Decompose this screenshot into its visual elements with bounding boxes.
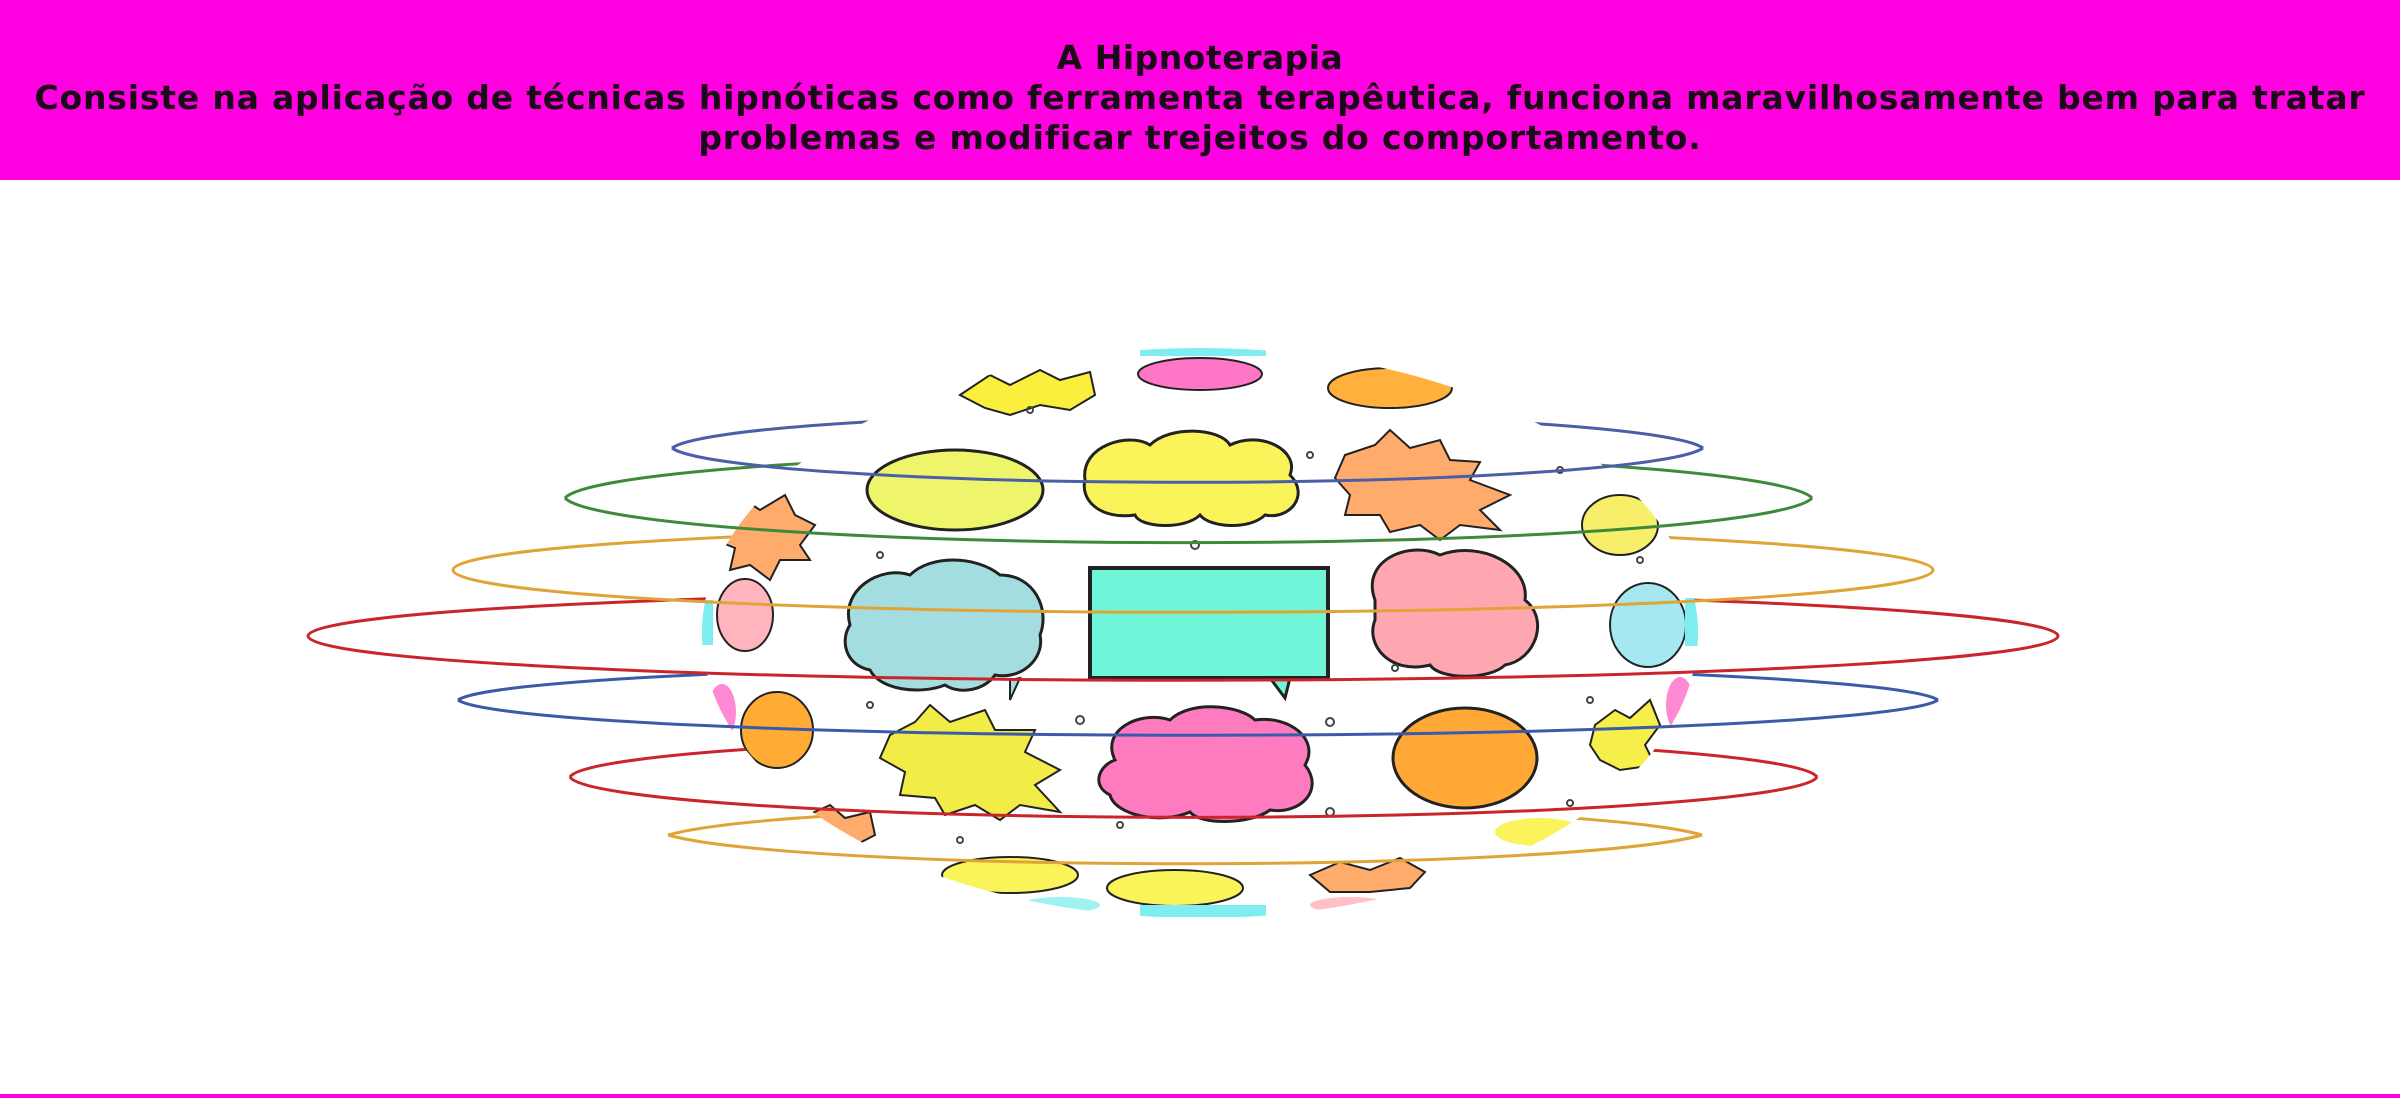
page-title: A Hipnoterapia — [1056, 38, 1344, 77]
sphere — [702, 348, 1698, 918]
header-banner: A Hipnoterapia Consiste na aplicação de … — [0, 0, 2400, 180]
page-description: Consiste na aplicação de técnicas hipnót… — [34, 78, 2366, 157]
bottom-border — [0, 1094, 2400, 1098]
speech-bubble-globe-illustration — [306, 348, 2060, 918]
orbit-rings-front — [306, 446, 2060, 866]
